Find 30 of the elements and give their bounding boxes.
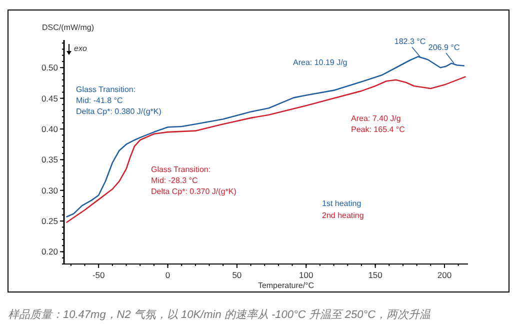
annotation: Mid: -28.3 °C	[151, 176, 198, 185]
y-tick-label: 0.25	[41, 216, 58, 226]
x-tick-label: 200	[437, 270, 452, 280]
y-axis-title: DSC/(mW/mg)	[42, 23, 94, 32]
annotation: Glass Transition:	[151, 165, 211, 174]
annotation: Glass Transition:	[76, 85, 136, 94]
annotation: 182.3 °C	[394, 37, 426, 46]
x-axis-title: Temperature/°C	[258, 281, 314, 290]
annotation: Peak: 165.4 °C	[351, 125, 406, 134]
y-tick-label: 0.20	[41, 246, 58, 257]
x-tick-label: -50	[92, 270, 105, 280]
annotation: Area: 7.40 J/g	[351, 114, 401, 123]
x-tick-label: 150	[368, 270, 383, 280]
y-tick-label: 0.35	[41, 154, 58, 165]
text: 样品质量：10.47mg，N2 气氛，以 10K/min 的速率从 -100°C 升温至 250°C，两次升温	[8, 308, 432, 321]
x-tick-label: 0	[165, 270, 170, 280]
y-tick-label: 0.50	[41, 62, 58, 73]
text: 1st heating	[322, 199, 362, 208]
y-tick-label: 0.45	[41, 93, 58, 104]
x-tick-label: 100	[299, 270, 314, 280]
y-tick-label: 0.40	[41, 124, 58, 134]
annotation: Delta Cp*: 0.380 J/(g*K)	[76, 107, 162, 116]
y-tick-label: 0.30	[41, 185, 58, 196]
text: 2nd heating	[322, 211, 364, 220]
annotation: 206.9 °C	[428, 43, 460, 52]
annotation: Mid: -41.8 °C	[76, 96, 123, 105]
annotation: exo	[74, 44, 88, 53]
annotation: Delta Cp*: 0.370 J/(g*K)	[151, 187, 237, 196]
annotation: Area: 10.19 J/g	[293, 58, 348, 67]
x-tick-label: 50	[232, 270, 242, 280]
